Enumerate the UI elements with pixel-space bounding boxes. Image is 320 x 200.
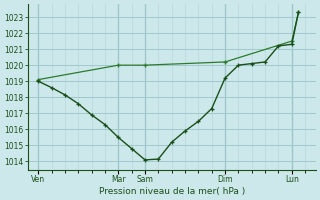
X-axis label: Pression niveau de la mer( hPa ): Pression niveau de la mer( hPa )	[99, 187, 245, 196]
